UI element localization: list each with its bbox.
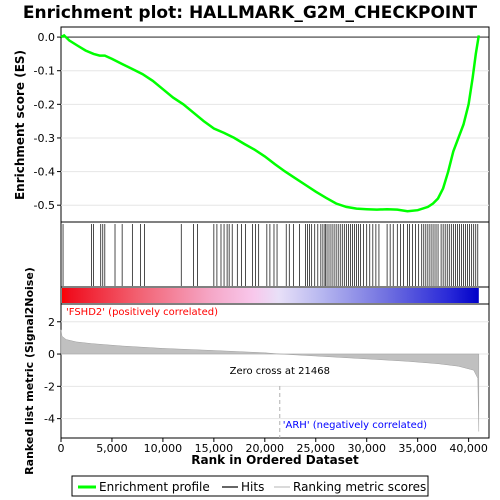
rm-y-tick-label: -2 [44, 380, 55, 393]
x-tick-label: 30,000 [347, 442, 386, 455]
ranking-metric-scores-area [60, 329, 480, 432]
rank-color-bar [60, 286, 490, 305]
hits-panel-frame [60, 221, 490, 288]
positive-correlation-label: 'FSHD2' (positively correlated) [66, 307, 218, 318]
legend-label-enrichment: Enrichment profile [99, 480, 210, 494]
ranked-metric-y-ticks: 2 0 -2 -4 [44, 316, 61, 426]
hits-panel [60, 221, 490, 288]
chart-title: Enrichment plot: HALLMARK_G2M_CHECKPOINT [23, 3, 478, 23]
x-axis-label: Rank in Ordered Dataset [191, 453, 359, 467]
ranked-metric-y-label: Ranked list metric (Signal2Noise) [23, 267, 36, 475]
rank-color-bar-fill [62, 288, 479, 303]
zero-cross-label: Zero cross at 21468 [230, 366, 330, 377]
hit-lines [62, 224, 479, 286]
x-tick-label: 5,000 [96, 442, 128, 455]
x-tick-label: 35,000 [398, 442, 437, 455]
negative-correlation-label: 'ARH' (negatively correlated) [283, 420, 427, 431]
legend-label-ranking: Ranking metric scores [293, 480, 426, 494]
ranked-metric-panel: 2 0 -2 -4 'FSHD2' (positively correlated) Z… [23, 267, 490, 475]
es-y-tick-label: 0.0 [38, 31, 56, 44]
enrichment-y-label: Enrichment score (ES) [13, 50, 27, 200]
es-y-tick-label: -0.4 [34, 166, 55, 179]
es-y-tick-label: -0.2 [34, 98, 55, 111]
x-tick-label: 15,000 [195, 442, 234, 455]
enrichment-panel: 0.0 -0.1 -0.2 -0.3 -0.4 -0.5 Enrichment score… [13, 26, 490, 223]
x-tick-label: 20,000 [246, 442, 285, 455]
es-y-tick-label: -0.3 [34, 132, 55, 145]
ranked-metric-frame [60, 303, 490, 439]
x-tick-label: 0 [58, 442, 65, 455]
x-axis-ticks: 0 5,000 10,000 15,000 20,000 25,000 30,000 35,0… [58, 438, 488, 455]
es-y-tick-label: -0.5 [34, 199, 55, 212]
x-tick-label: 40,000 [449, 442, 488, 455]
es-y-tick-label: -0.1 [34, 65, 55, 78]
enrichment-panel-frame [60, 26, 490, 223]
x-tick-label: 25,000 [297, 442, 336, 455]
enrichment-y-ticks: 0.0 -0.1 -0.2 -0.3 -0.4 -0.5 [34, 31, 61, 212]
rm-y-tick-label: 2 [48, 316, 55, 329]
enrichment-grid [61, 70, 489, 206]
rm-y-tick-label: -4 [44, 413, 55, 426]
legend-label-hits: Hits [241, 480, 264, 494]
x-tick-label: 10,000 [144, 442, 183, 455]
enrichment-profile-line [60, 33, 481, 213]
legend: Enrichment profile Hits Ranking metric s… [71, 475, 429, 497]
rm-y-tick-label: 0 [48, 348, 55, 361]
legend-frame [71, 475, 429, 497]
